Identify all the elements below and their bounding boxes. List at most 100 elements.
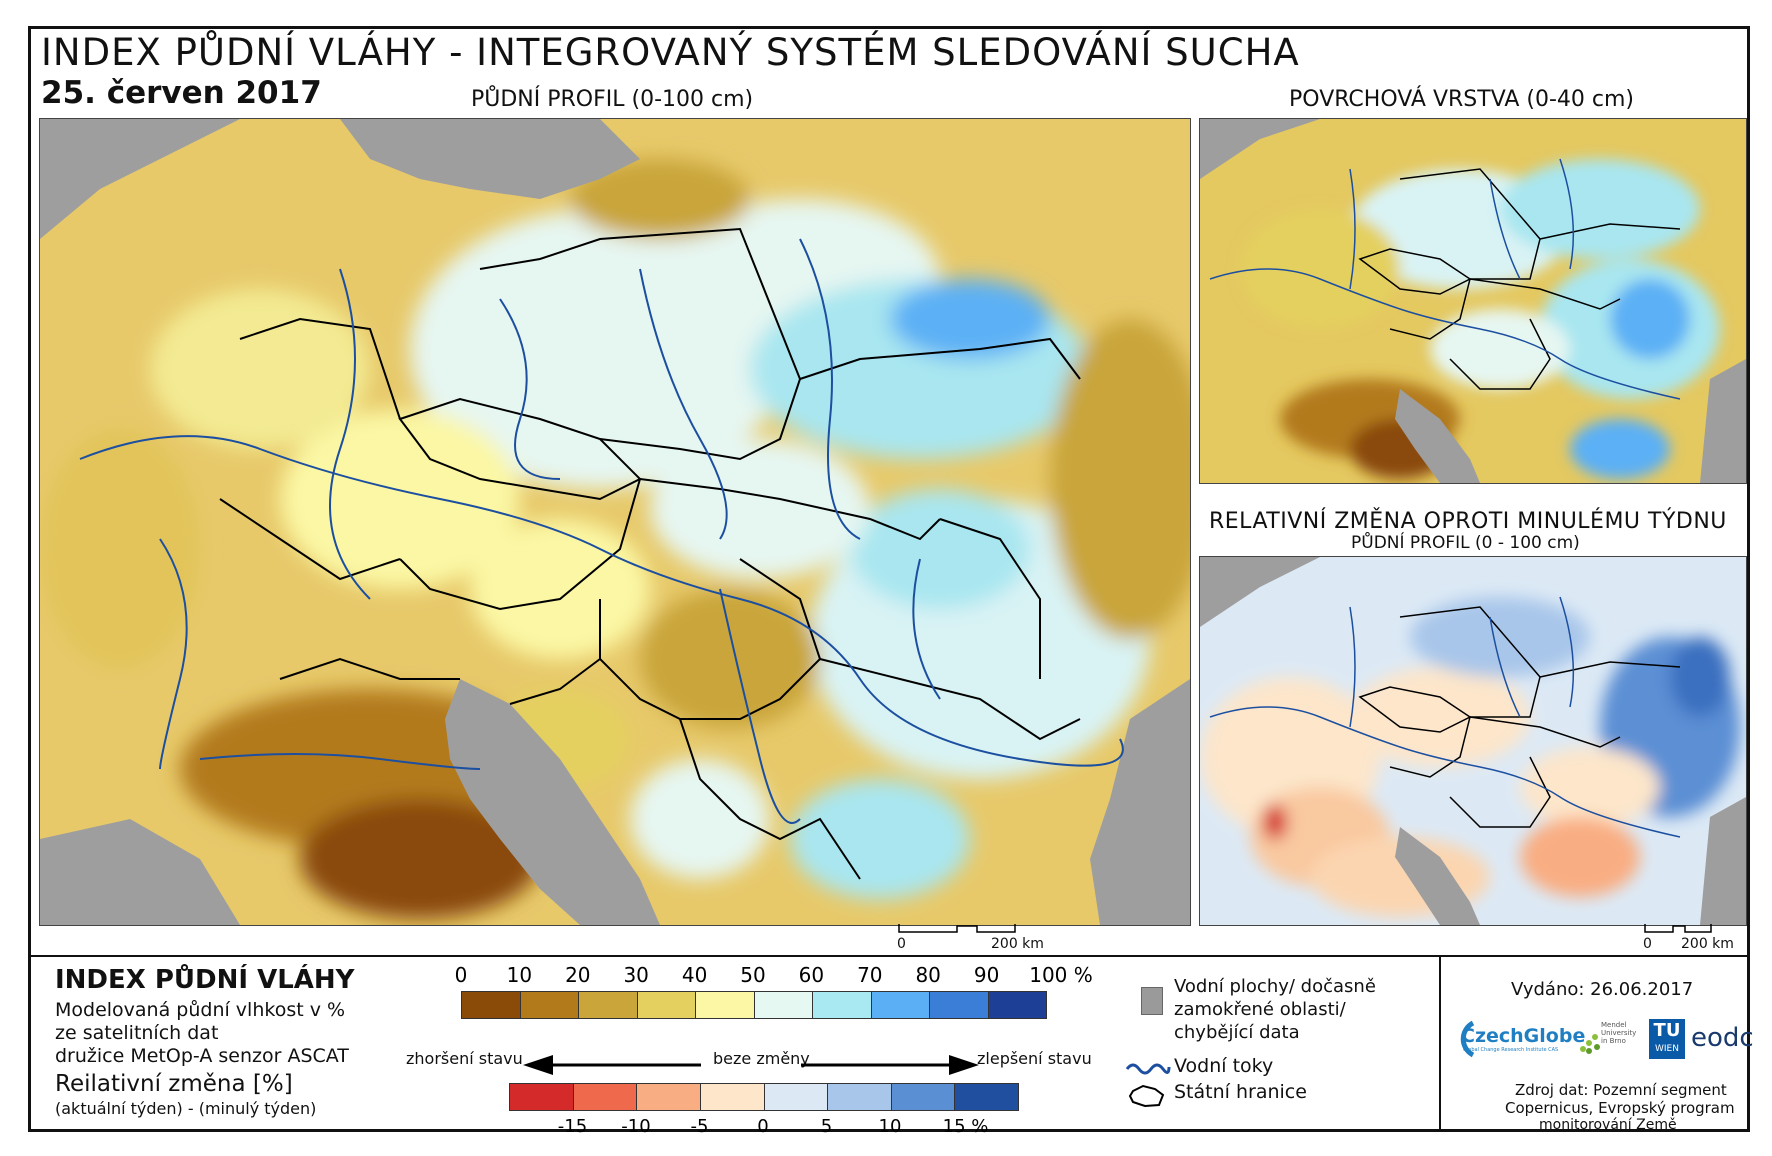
no-data-label-3: chybějící data <box>1174 1022 1300 1043</box>
legend-desc-3: družice MetOp-A senzor ASCAT <box>55 1045 349 1067</box>
czechglobe-logo-subtext: Global Change Research Institute CAS <box>1463 1047 1559 1053</box>
source-line-1: Zdroj dat: Pozemní segment <box>1515 1081 1727 1099</box>
border-symbol-icon <box>1128 1084 1165 1108</box>
mendel-dots-icon <box>1580 1034 1600 1054</box>
relative-change-map-graphic <box>1200 557 1746 925</box>
main-scale-label: 200 km <box>991 936 1044 952</box>
adriatic-sea <box>445 679 660 925</box>
change-swatch <box>828 1084 892 1110</box>
change-tick-label: -10 <box>621 1116 651 1137</box>
change-swatch <box>573 1084 638 1110</box>
czechglobe-logo: CzechGlobe Global Change Research Instit… <box>1449 1017 1585 1061</box>
change-tick-label: 15 % <box>942 1116 989 1137</box>
rivers-label: Vodní toky <box>1174 1055 1274 1077</box>
better-label: zlepšení stavu <box>977 1049 1092 1068</box>
change-swatch <box>891 1084 956 1110</box>
tu-wien-logo: TU WIEN <box>1649 1019 1685 1059</box>
moisture-tick-label: 80 <box>915 963 941 987</box>
surface-layer-map <box>1199 118 1747 484</box>
change-tick-label: -5 <box>690 1116 709 1137</box>
source-line-3: monitorování Země <box>1539 1117 1677 1133</box>
legend-change-desc: (aktuální týden) - (minulý týden) <box>55 1099 317 1118</box>
moisture-swatch <box>930 992 989 1018</box>
soil-profile-map-graphic <box>40 119 1190 925</box>
czechglobe-logo-text: CzechGlobe <box>1461 1025 1586 1047</box>
moisture-swatch <box>637 992 696 1018</box>
change-scale-label: 200 km <box>1681 936 1734 952</box>
state-borders <box>219 227 1081 880</box>
change-scale-zero: 0 <box>1643 936 1652 952</box>
moisture-swatch <box>462 992 521 1018</box>
change-tick-label: 10 <box>878 1116 902 1137</box>
moisture-tick-label: 10 <box>506 963 533 987</box>
date-title: 25. červen 2017 <box>41 75 322 111</box>
change-map-subtitle: PŮDNÍ PROFIL (0 - 100 cm) <box>1351 533 1580 553</box>
moisture-color-bar <box>461 991 1047 1019</box>
tu-wien-logo-text: TU <box>1653 1020 1681 1041</box>
page-title: INDEX PŮDNÍ VLÁHY - INTEGROVANÝ SYSTÉM S… <box>41 31 1300 74</box>
black-sea <box>1090 679 1190 925</box>
surface-map-title: POVRCHOVÁ VRSTVA (0-40 cm) <box>1289 87 1634 112</box>
moisture-swatch <box>754 992 813 1018</box>
surface-layer-map-graphic <box>1200 119 1746 483</box>
change-color-bar <box>509 1083 1019 1111</box>
worse-label: zhoršení stavu <box>406 1049 523 1068</box>
change-swatch <box>700 1084 765 1110</box>
change-scale-bar <box>1643 924 1713 942</box>
river-symbol-icon <box>1125 1063 1171 1075</box>
relative-change-map <box>1199 556 1747 926</box>
moisture-tick-label: 40 <box>681 963 708 987</box>
change-tick-label: 0 <box>757 1116 769 1137</box>
moisture-swatch <box>813 992 872 1018</box>
source-line-2: Copernicus, Evropský program <box>1505 1099 1735 1117</box>
moisture-tick-label: 0 <box>454 963 468 987</box>
mediterranean-sea <box>40 819 240 925</box>
moisture-tick-label: 50 <box>740 963 766 987</box>
scale-bar-graphic <box>898 924 1016 933</box>
change-arrows <box>523 1055 979 1075</box>
moisture-swatch <box>871 992 930 1018</box>
change-tick-label: 5 <box>820 1116 833 1137</box>
no-data-label-2: zamokřené oblasti/ <box>1174 999 1346 1020</box>
scale-bar-graphic-small <box>1644 924 1712 933</box>
moisture-tick-label: 100 % <box>1029 963 1093 987</box>
change-map-title: RELATIVNÍ ZMĚNA OPROTI MINULÉMU TÝDNU <box>1209 509 1727 534</box>
mendel-logo-text: Mendel University in Brno <box>1601 1021 1637 1045</box>
main-scale-bar <box>897 924 1017 942</box>
legend-desc-1: Modelovaná půdní vlhkost v % <box>55 999 346 1021</box>
no-data-swatch <box>1141 987 1163 1015</box>
change-swatch <box>764 1084 829 1110</box>
change-swatch <box>637 1084 701 1110</box>
map-sheet: INDEX PŮDNÍ VLÁHY - INTEGROVANÝ SYSTÉM S… <box>28 26 1754 1137</box>
nochange-label: beze změny <box>713 1049 810 1068</box>
moisture-tick-label: 60 <box>798 963 825 987</box>
main-scale-zero: 0 <box>897 936 906 952</box>
moisture-tick-label: 90 <box>973 963 1000 987</box>
moisture-swatch <box>988 992 1046 1018</box>
change-swatch <box>510 1084 574 1110</box>
legend-divider <box>31 955 1747 957</box>
moisture-swatch <box>520 992 579 1018</box>
info-divider <box>1439 955 1441 1129</box>
legend-title: INDEX PŮDNÍ VLÁHY <box>55 965 355 995</box>
legend-change-title: Reilativní změna [%] <box>55 1071 293 1097</box>
issued-date: Vydáno: 26.06.2017 <box>1511 979 1694 1000</box>
change-tick-label: -15 <box>557 1116 588 1137</box>
no-data-label-1: Vodní plochy/ dočasně <box>1174 976 1376 997</box>
moisture-tick-label: 30 <box>623 963 649 987</box>
czechglobe-arc-icon <box>1460 1020 1475 1058</box>
moisture-swatch <box>696 992 755 1018</box>
mendel-logo: Mendel University in Brno <box>1577 1019 1645 1059</box>
rivers <box>79 238 1124 824</box>
soil-profile-map <box>39 118 1191 926</box>
moisture-tick-label: 70 <box>857 963 883 987</box>
borders-label: Státní hranice <box>1174 1081 1307 1103</box>
tu-wien-logo-subtext: WIEN <box>1655 1044 1679 1054</box>
main-map-title: PŮDNÍ PROFIL (0-100 cm) <box>471 87 754 112</box>
legend-desc-2: ze satelitních dat <box>55 1022 219 1044</box>
baltic-sea <box>340 119 640 199</box>
moisture-swatch <box>579 992 638 1018</box>
change-swatch <box>955 1084 1018 1110</box>
eodc-logo: eodc <box>1691 1023 1754 1053</box>
moisture-tick-label: 20 <box>565 963 591 987</box>
